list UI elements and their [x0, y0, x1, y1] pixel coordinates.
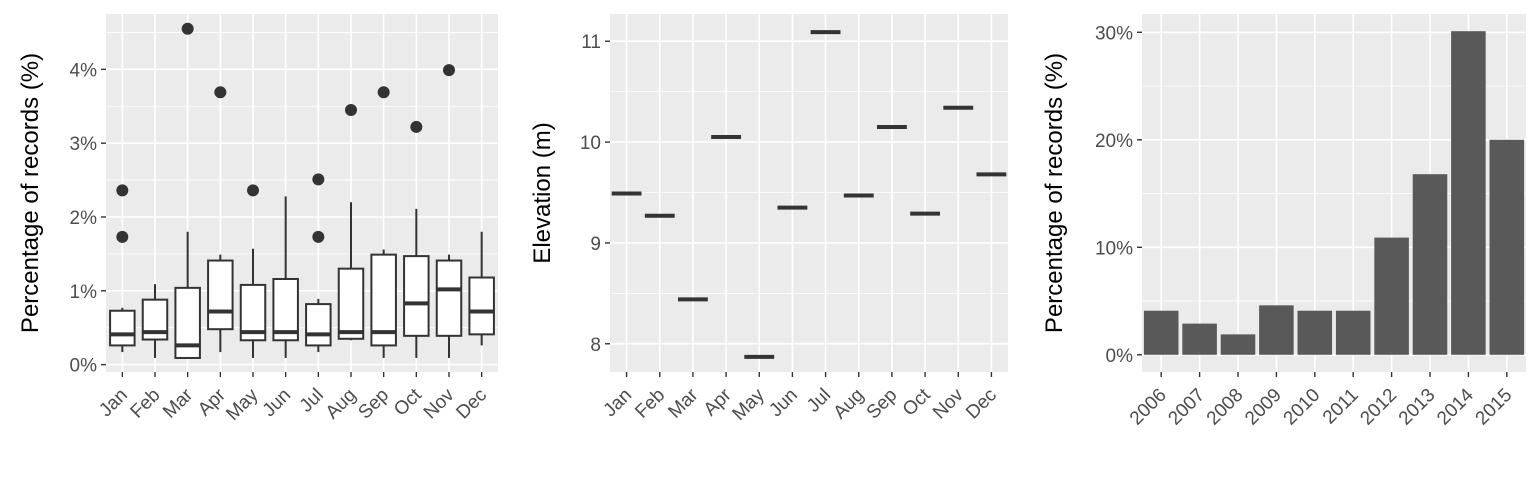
x-tick-label: Jan [600, 385, 637, 422]
bar-2015 [1489, 139, 1525, 355]
x-tick-label: Nov [420, 384, 459, 423]
x-tick-label: Aug [322, 385, 361, 424]
bar-2011 [1335, 310, 1371, 355]
x-tick-label: 2011 [1319, 385, 1363, 429]
y-tick-label: 20% [1095, 131, 1133, 152]
x-tick-label: Sep [863, 385, 902, 424]
y-tick-label: 9 [590, 234, 601, 255]
outlier-point [247, 184, 259, 197]
bar-2006 [1143, 310, 1179, 355]
bar-2007 [1182, 323, 1217, 355]
box-apr [207, 259, 234, 331]
x-tick-label: Feb [631, 385, 669, 423]
outlier-point [443, 64, 455, 77]
y-tick-label: 3% [70, 134, 98, 155]
outlier-point [377, 86, 390, 99]
y-axis-title: Percentage of records (%) [1041, 53, 1068, 333]
x-tick-label: Apr [700, 384, 736, 420]
x-tick-label: Nov [929, 384, 968, 423]
x-tick-label: 2013 [1395, 385, 1440, 430]
y-tick-label: 0% [70, 356, 98, 377]
y-tick-label: 30% [1095, 23, 1133, 44]
x-tick-label: Apr [194, 384, 230, 420]
x-tick-label: Jul [803, 385, 835, 417]
x-tick-label: Mar [664, 384, 702, 422]
x-tick-label: Oct [899, 384, 935, 420]
outlier-point [214, 86, 227, 99]
x-tick-label: May [222, 384, 263, 425]
bar-2014 [1451, 31, 1486, 355]
y-axis-title: Percentage of records (%) [17, 53, 44, 333]
y-tick-label: 2% [70, 208, 98, 229]
y-tick-label: 1% [70, 282, 98, 303]
outlier-point [181, 22, 194, 35]
y-tick-label: 10 [580, 133, 601, 154]
box-oct [403, 255, 430, 337]
box-jan [109, 309, 136, 347]
x-tick-label: 2006 [1126, 385, 1171, 430]
bar-2013 [1412, 174, 1448, 355]
x-tick-label: Dec [962, 385, 1001, 424]
x-tick-label: Oct [390, 384, 426, 420]
outlier-point [345, 103, 357, 116]
x-tick-label: Dec [452, 385, 491, 424]
x-tick-label: Aug [830, 385, 869, 424]
yearly-percentage-bar-panel: 0%10%20%30%20062007200820092010201120122… [1041, 14, 1526, 429]
x-tick-label: 2009 [1241, 385, 1286, 430]
outlier-point [116, 184, 129, 197]
box-aug [337, 267, 365, 340]
outlier-point [116, 230, 129, 243]
x-tick-label: Jul [296, 385, 328, 417]
box-jul [305, 303, 332, 347]
bar-2012 [1374, 237, 1409, 355]
y-tick-label: 0% [1106, 346, 1134, 367]
box-dec [468, 276, 495, 336]
x-tick-label: May [729, 384, 770, 425]
y-tick-label: 10% [1095, 238, 1133, 259]
y-tick-label: 4% [70, 60, 98, 81]
outlier-point [410, 120, 423, 133]
bar-2010 [1297, 310, 1333, 355]
bar-2008 [1220, 334, 1256, 355]
y-axis-title: Elevation (m) [529, 122, 556, 263]
x-tick-label: 2014 [1433, 384, 1478, 429]
x-tick-label: 2012 [1356, 385, 1401, 430]
box-mar [174, 286, 201, 359]
x-tick-label: 2008 [1203, 385, 1248, 430]
outlier-point [312, 230, 325, 243]
x-tick-label: 2007 [1164, 385, 1209, 430]
x-tick-label: Jan [95, 385, 132, 422]
x-tick-label: Mar [159, 384, 197, 422]
x-tick-label: Jun [259, 385, 296, 422]
x-tick-label: Feb [127, 385, 165, 423]
y-tick-label: 8 [590, 335, 601, 356]
x-tick-label: 2010 [1280, 385, 1325, 430]
x-tick-label: Sep [354, 385, 393, 424]
x-tick-label: 2015 [1472, 385, 1517, 430]
plot-background [610, 14, 1008, 372]
plot-background [106, 14, 498, 372]
y-tick-label: 11 [581, 32, 601, 53]
bar-2009 [1259, 305, 1294, 355]
box-jun [272, 277, 299, 342]
outlier-point [312, 173, 325, 186]
x-tick-label: Jun [765, 385, 802, 422]
box-nov [435, 259, 463, 337]
